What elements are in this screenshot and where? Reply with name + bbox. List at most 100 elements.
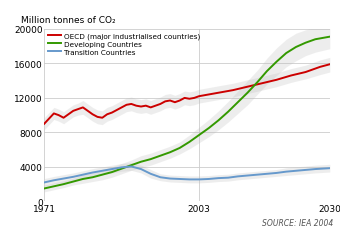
Developing Countries [207,127,211,130]
OECD (major industrialised countries) [52,112,56,115]
OECD (major industrialised countries) [197,95,201,98]
OECD (major industrialised countries) [245,86,250,89]
Transition Countries [90,171,95,174]
OECD (major industrialised countries) [96,116,100,119]
Developing Countries [265,71,269,73]
Transition Countries [139,168,143,171]
Developing Countries [158,155,163,157]
OECD (major industrialised countries) [192,97,196,100]
OECD (major industrialised countries) [139,106,143,109]
Text: Million tonnes of CO₂: Million tonnes of CO₂ [21,16,116,25]
OECD (major industrialised countries) [47,118,51,120]
Transition Countries [294,170,298,172]
OECD (major industrialised countries) [105,113,109,116]
OECD (major industrialised countries) [144,105,148,108]
Transition Countries [110,168,114,171]
Transition Countries [120,166,124,169]
OECD (major industrialised countries) [134,105,138,108]
Transition Countries [187,178,191,181]
Developing Countries [236,101,240,104]
Transition Countries [62,177,66,180]
Line: Transition Countries: Transition Countries [44,167,330,183]
OECD (major industrialised countries) [207,94,211,96]
Transition Countries [71,176,75,178]
OECD (major industrialised countries) [81,106,85,109]
Developing Countries [178,147,182,150]
OECD (major industrialised countries) [124,104,129,107]
OECD (major industrialised countries) [173,101,177,104]
Developing Countries [304,42,308,45]
OECD (major industrialised countries) [168,100,172,102]
Transition Countries [52,179,56,182]
Developing Countries [42,187,46,190]
Transition Countries [236,175,240,178]
Developing Countries [284,52,288,55]
Developing Countries [149,158,153,161]
OECD (major industrialised countries) [178,100,182,102]
OECD (major industrialised countries) [129,103,133,106]
Developing Countries [62,183,66,186]
OECD (major industrialised countries) [110,112,114,114]
OECD (major industrialised countries) [149,106,153,109]
Developing Countries [100,174,104,176]
Developing Countries [313,39,317,41]
Developing Countries [226,111,230,114]
OECD (major industrialised countries) [86,110,90,113]
OECD (major industrialised countries) [100,117,104,120]
OECD (major industrialised countries) [42,123,46,125]
OECD (major industrialised countries) [318,66,322,69]
Developing Countries [294,46,298,49]
OECD (major industrialised countries) [183,97,187,100]
Developing Countries [217,120,221,122]
Developing Countries [71,180,75,183]
Text: SOURCE: IEA 2004: SOURCE: IEA 2004 [262,218,333,227]
Transition Countries [149,173,153,175]
OECD (major industrialised countries) [187,98,191,101]
OECD (major industrialised countries) [71,110,75,113]
Transition Countries [284,171,288,173]
Developing Countries [328,36,332,39]
Developing Countries [255,82,259,84]
Transition Countries [313,168,317,171]
Transition Countries [178,178,182,180]
OECD (major industrialised countries) [115,109,119,112]
Transition Countries [158,176,163,179]
Transition Countries [245,174,250,177]
OECD (major industrialised countries) [158,103,163,106]
Developing Countries [52,185,56,188]
Transition Countries [197,178,201,181]
Transition Countries [217,177,221,180]
OECD (major industrialised countries) [231,89,235,92]
Transition Countries [100,170,104,172]
Transition Countries [129,165,133,168]
OECD (major industrialised countries) [274,79,278,82]
Line: Developing Countries: Developing Countries [44,38,330,189]
Developing Countries [81,178,85,180]
OECD (major industrialised countries) [153,105,157,108]
OECD (major industrialised countries) [304,71,308,74]
Developing Countries [274,61,278,64]
Legend: OECD (major industrialised countries), Developing Countries, Transition Countrie: OECD (major industrialised countries), D… [48,33,200,56]
Transition Countries [304,169,308,172]
OECD (major industrialised countries) [328,64,332,66]
Transition Countries [168,177,172,180]
OECD (major industrialised countries) [289,75,293,77]
Transition Countries [42,181,46,184]
Developing Countries [168,151,172,154]
Transition Countries [81,174,85,176]
OECD (major industrialised countries) [62,117,66,120]
OECD (major industrialised countries) [66,113,70,116]
Developing Countries [129,164,133,167]
OECD (major industrialised countries) [260,82,264,85]
OECD (major industrialised countries) [217,92,221,95]
Transition Countries [255,174,259,176]
OECD (major industrialised countries) [76,108,80,111]
OECD (major industrialised countries) [57,114,61,117]
Developing Countries [120,168,124,170]
Transition Countries [328,167,332,170]
Developing Countries [110,171,114,174]
Developing Countries [139,161,143,164]
Transition Countries [274,172,278,174]
Developing Countries [187,141,191,144]
Developing Countries [197,134,201,137]
